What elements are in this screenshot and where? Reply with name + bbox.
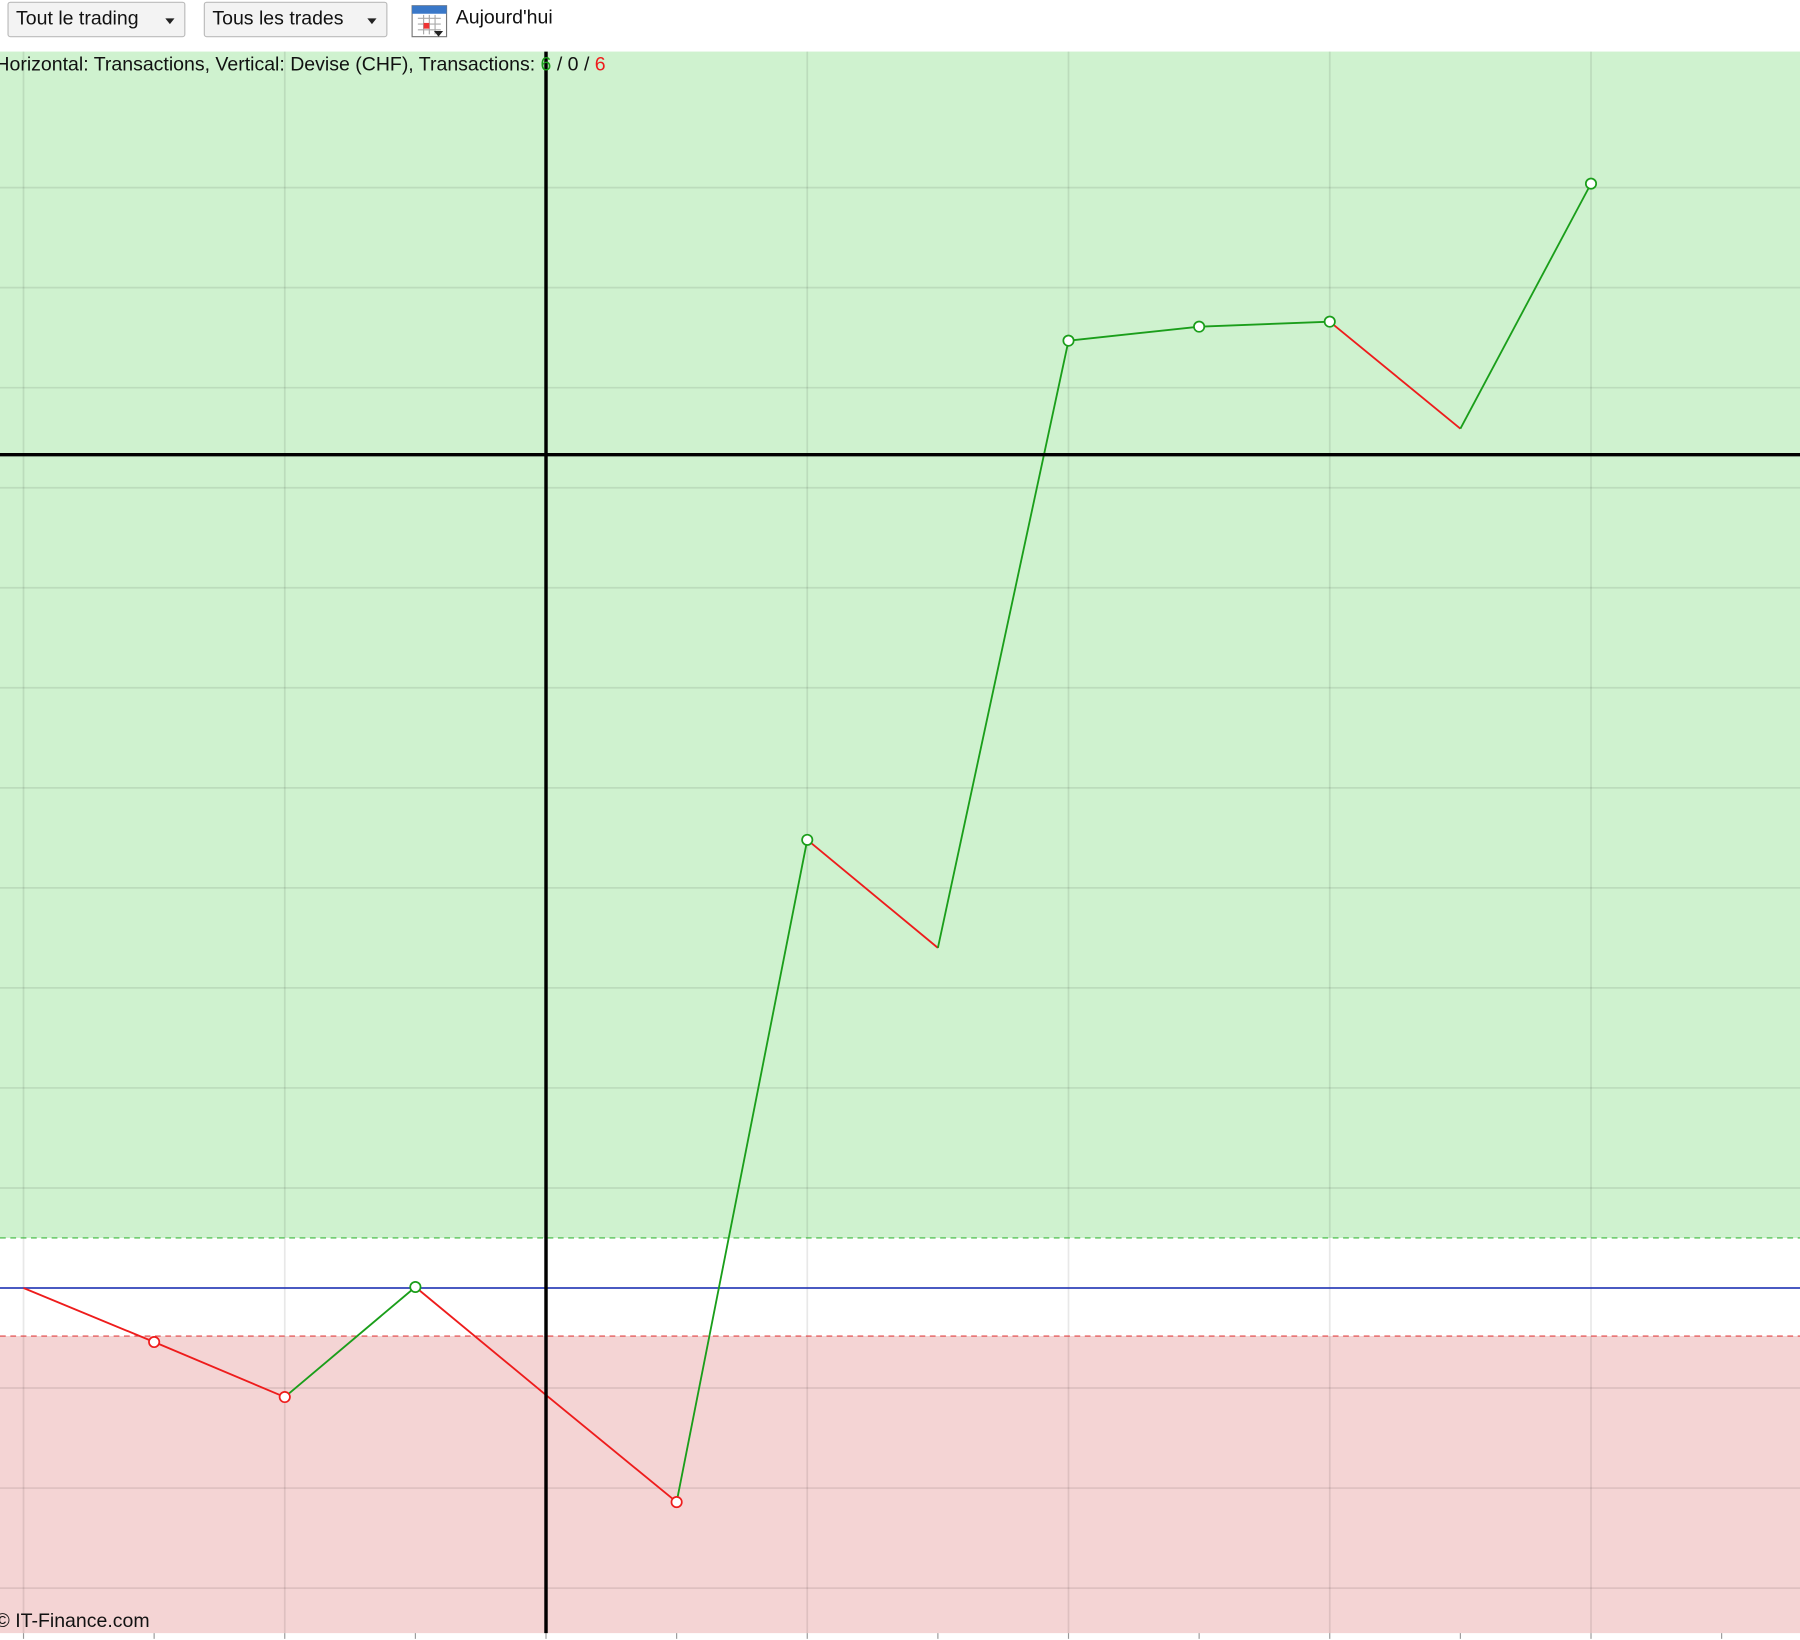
point-marker (670, 1496, 683, 1509)
calendar-icon[interactable] (411, 5, 448, 38)
footer: © IT-Finance.com (0, 1610, 150, 1632)
toolbar: Tout le trading Tous les trades Aujourd'… (7, 1, 553, 38)
dropdown-button[interactable] (203, 1, 388, 38)
line-segment (1068, 325, 1200, 342)
dropdown-label[interactable]: Tout le trading (16, 8, 139, 30)
line-segment (545, 1394, 678, 1503)
dropdown-button[interactable] (7, 1, 186, 38)
point-marker (278, 1391, 291, 1404)
line-segment (284, 1286, 416, 1398)
dropdown-arrow (165, 18, 175, 25)
point-marker (1584, 177, 1598, 190)
line-segment (806, 839, 939, 949)
point-marker (148, 1336, 161, 1349)
line-segment (23, 1287, 155, 1343)
loss-zone (0, 1336, 1800, 1634)
separator: / (584, 53, 590, 75)
line-segment (1329, 320, 1461, 430)
date-label[interactable]: Aujourd'hui (456, 7, 553, 29)
wins-count: 6 (541, 53, 552, 75)
point-marker (409, 1280, 422, 1294)
point-marker (1323, 315, 1336, 328)
dropdown-label[interactable]: Tous les trades (212, 8, 343, 30)
point-marker (801, 833, 814, 846)
line-segment (675, 839, 809, 1503)
line-segment (414, 1286, 547, 1396)
line-segment (153, 1341, 286, 1398)
neutral-count: 0 (568, 53, 579, 75)
profit-zone (0, 51, 1800, 1238)
point-marker (1193, 320, 1206, 333)
separator: / (557, 53, 563, 75)
line-segment (936, 340, 1070, 949)
dropdown-arrow (367, 18, 377, 25)
line-segment (1199, 320, 1330, 328)
point-marker (1062, 334, 1075, 347)
losses-count: 6 (595, 53, 606, 75)
line-segment (1459, 183, 1592, 430)
chart-info: Horizontal: Transactions, Vertical: Devi… (0, 53, 606, 75)
info-text: Horizontal: Transactions, Vertical: Devi… (0, 53, 535, 75)
plot-area (0, 51, 1800, 1639)
